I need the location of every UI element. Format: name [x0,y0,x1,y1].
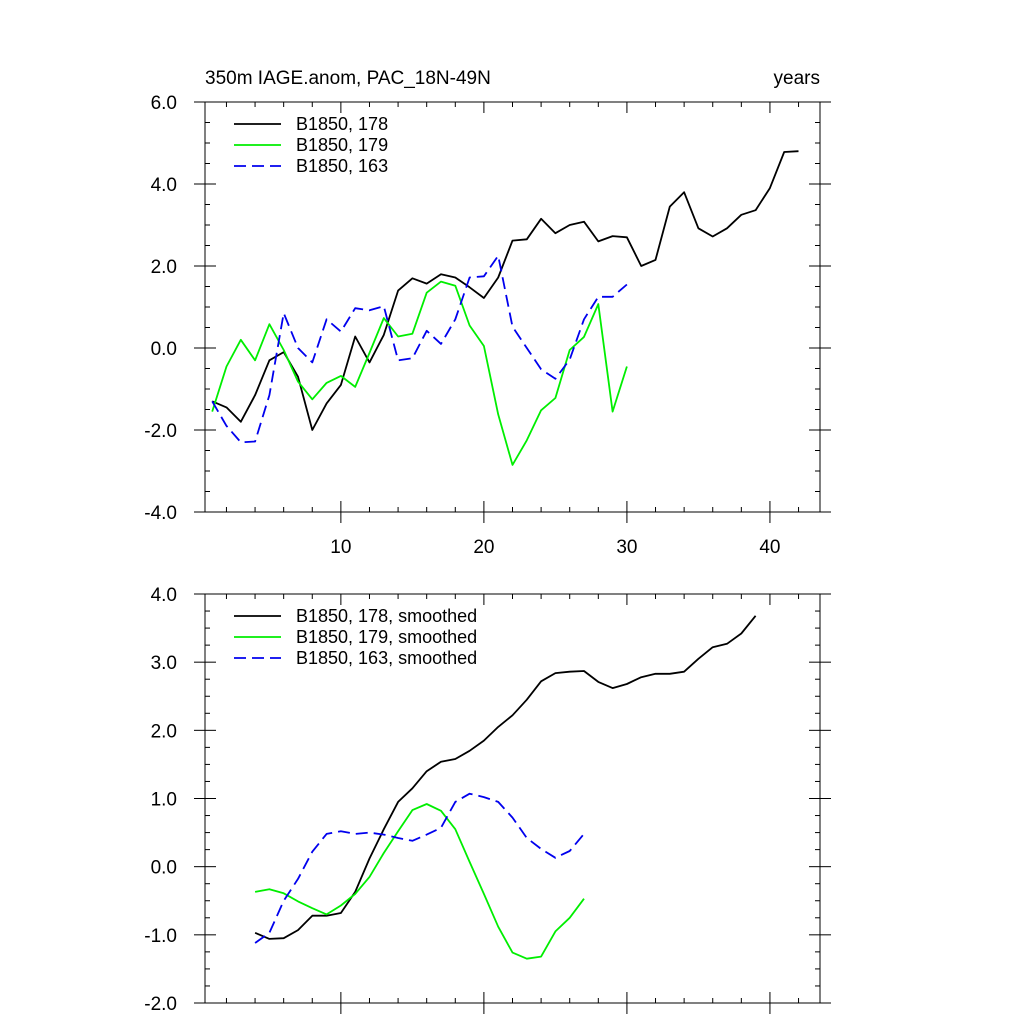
top-plot-panel: 350m IAGE.anom, PAC_18N-49N years B1850,… [144,68,831,558]
chart-title-right: years [774,68,820,89]
legend-label: B1850, 179, smoothed [296,627,477,647]
y-tick-label: 0.0 [151,858,177,879]
y-tick-label: -2.0 [144,994,177,1015]
series-line-b1850-179-smoothed [254,803,585,960]
series-line-b1850-163-smoothed [254,792,585,944]
y-tick-label: 3.0 [151,653,177,674]
top-plot-area: 10 20 30 40 -4.0 -2.0 0.0 2.0 4.0 6.0 [144,93,831,558]
y-tick-label: -4.0 [144,503,177,524]
x-tick-label: 20 [473,537,494,558]
legend-label: B1850, 163 [296,156,388,176]
y-tick-label: 4.0 [151,585,177,606]
y-tick-label: 2.0 [151,721,177,742]
series-line-b1850-178 [211,150,799,431]
x-tick-label: 10 [330,537,351,558]
legend-label: B1850, 178, smoothed [296,606,477,626]
series-line-b1850-178-smoothed [254,615,757,940]
bottom-plot-area: -2.0 -1.0 0.0 1.0 2.0 3.0 4.0 [144,585,831,1015]
series-line-b1850-179 [211,280,628,466]
y-tick-label: 2.0 [151,257,177,278]
x-tick-label: 30 [616,537,637,558]
legend-label: B1850, 163, smoothed [296,648,477,668]
y-tick-label: 4.0 [151,175,177,196]
y-tick-label: 0.0 [151,339,177,360]
x-tick-label: 40 [759,537,780,558]
y-tick-label: -1.0 [144,926,177,947]
y-tick-label: 6.0 [151,93,177,114]
y-tick-label: -2.0 [144,421,177,442]
y-tick-label: 1.0 [151,790,177,811]
series-line-b1850-163 [211,254,628,444]
chart-title: 350m IAGE.anom, PAC_18N-49N [205,68,491,89]
legend-label: B1850, 178 [296,114,388,134]
legend-label: B1850, 179 [296,135,388,155]
